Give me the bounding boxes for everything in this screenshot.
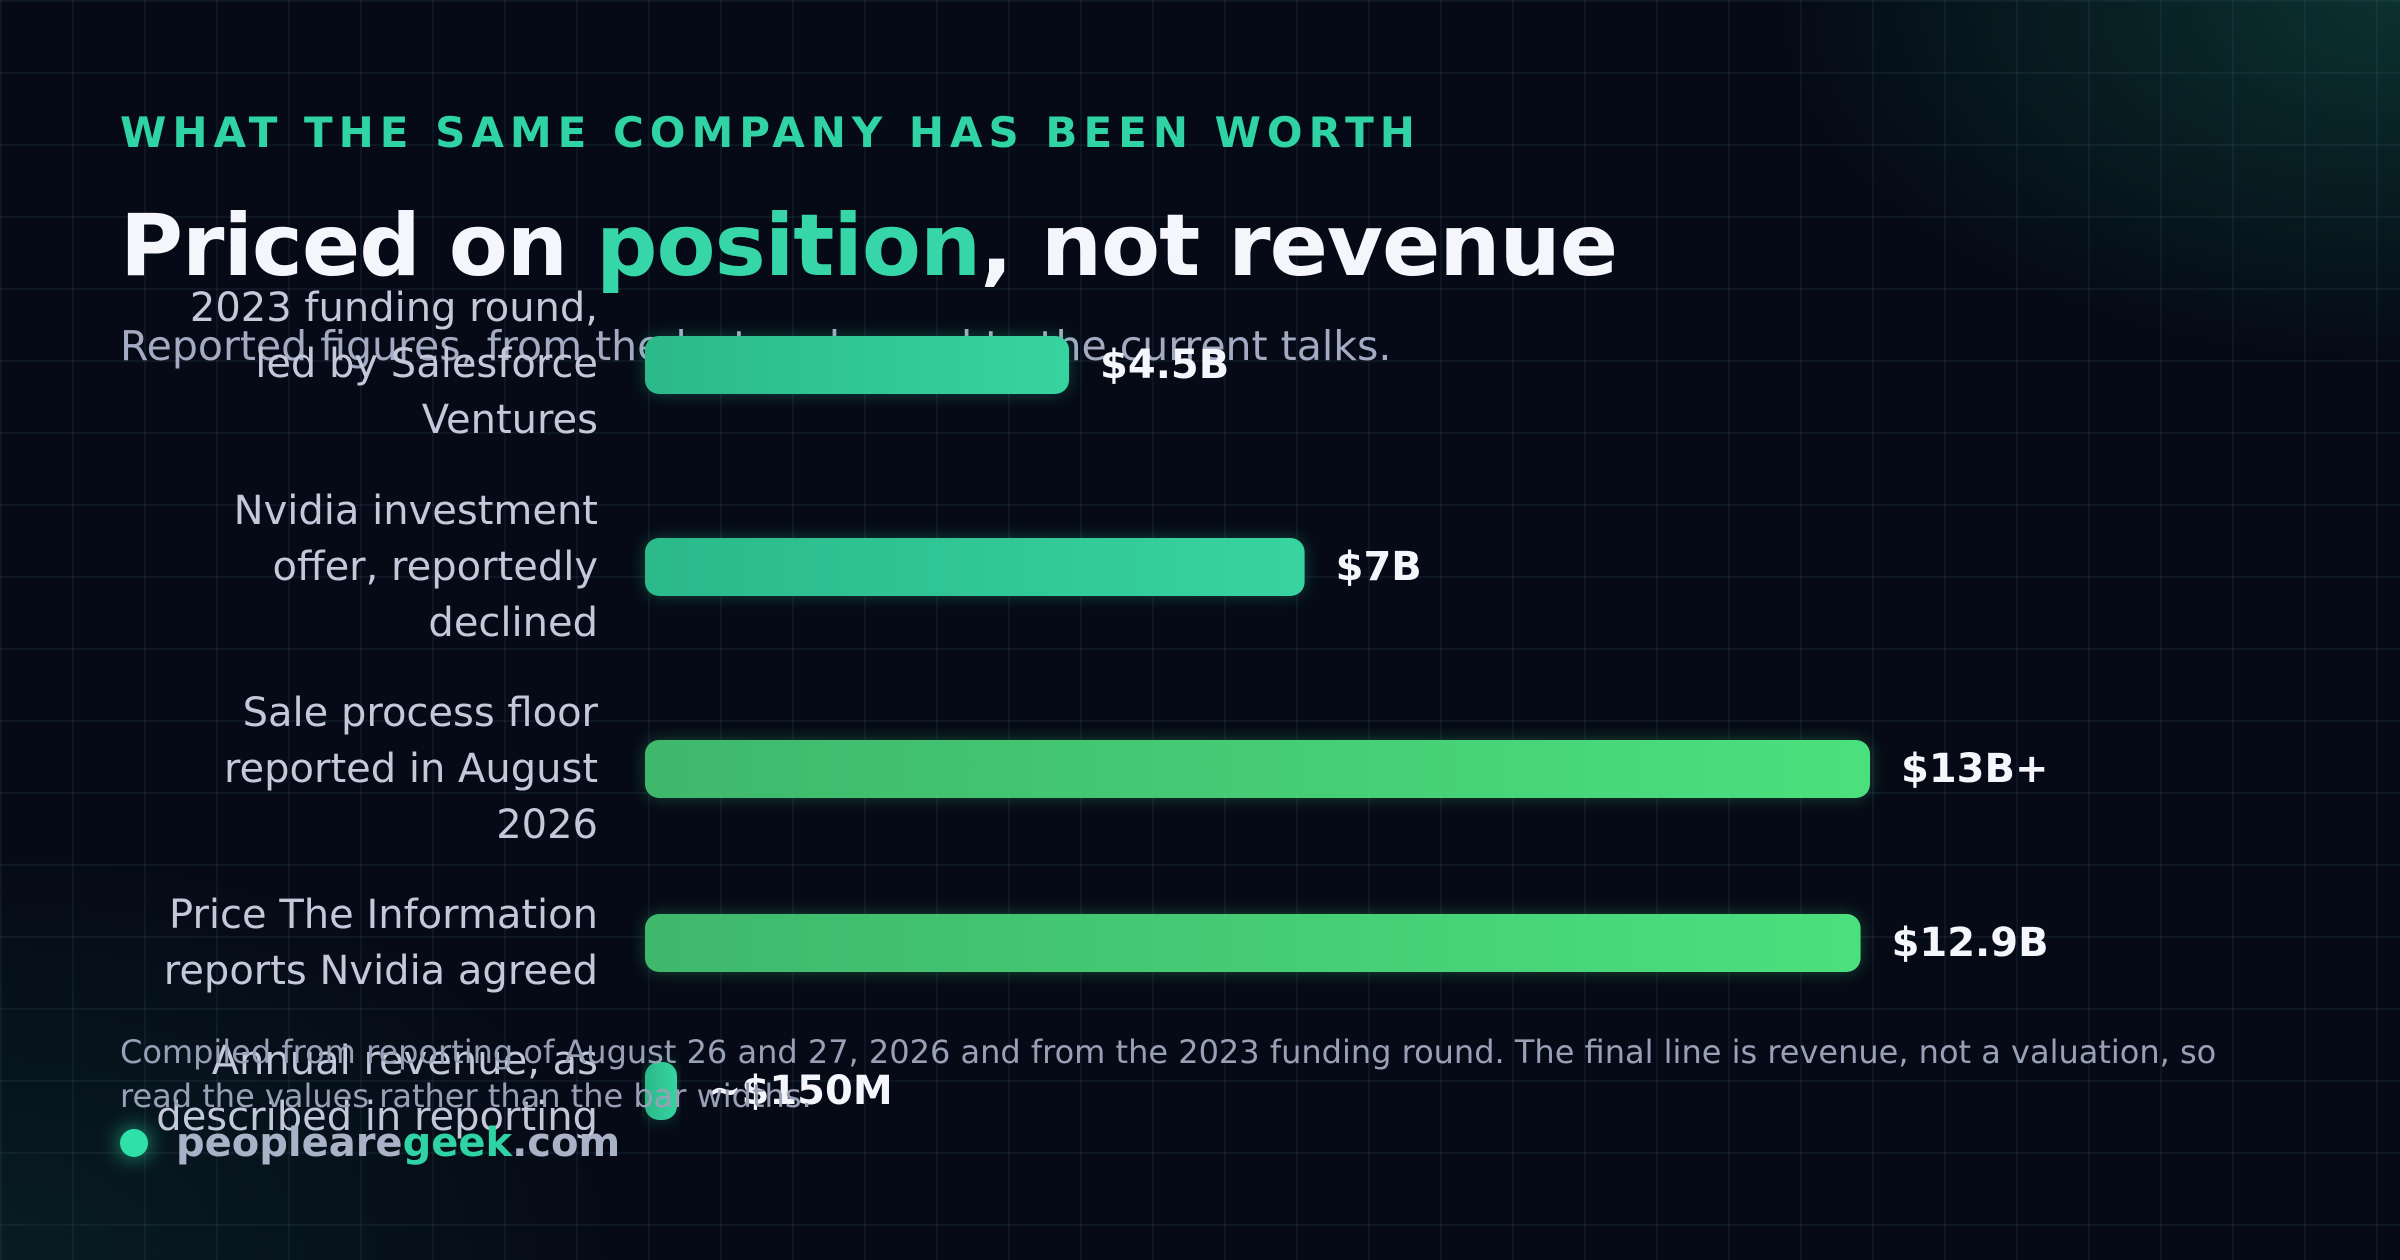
brand-accent: geek [402,1120,513,1166]
value-label: $7B [1336,544,1422,590]
brand-dot-icon [120,1129,148,1157]
bar [645,336,1070,394]
category-label: 2023 funding round, led by Salesforce Vent… [190,285,598,443]
bar [645,538,1305,596]
category-label: Annual revenue, as described in reporting [156,1038,598,1140]
value-label: $12.9B [1892,920,2049,966]
value-label: $13B+ [1901,746,2049,792]
title-accent: position [595,196,981,296]
bar [645,740,1870,798]
category-label: Nvidia investment offer, reportedly declin… [234,488,598,646]
category-label: Sale process floor reported in August 2026 [224,690,599,848]
page-title: Priced on position, not revenue [120,196,1618,296]
value-label: ~$150M [708,1068,893,1114]
category-label: Price The Information reports Nvidia agre… [164,892,598,994]
brand: peoplearegeek.com [120,1118,620,1168]
bar [645,1062,677,1120]
value-label: $4.5B [1100,342,1229,388]
footnote: Compiled from reporting of August 26 and… [120,1033,2217,1115]
brand-name: peoplearegeek.com [176,1120,620,1166]
eyebrow-label: WHAT THE SAME COMPANY HAS BEEN WORTH [120,108,1421,157]
title-prefix: Priced on [120,196,596,296]
brand-suffix: .com [512,1120,621,1166]
title-suffix: , not revenue [980,196,1618,296]
brand-prefix: peopleare [176,1120,403,1166]
bar [645,914,1861,972]
